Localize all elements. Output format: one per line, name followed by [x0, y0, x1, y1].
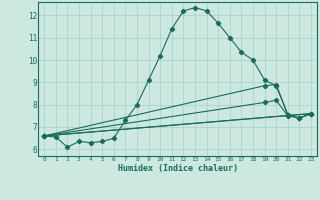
X-axis label: Humidex (Indice chaleur): Humidex (Indice chaleur): [118, 164, 238, 173]
